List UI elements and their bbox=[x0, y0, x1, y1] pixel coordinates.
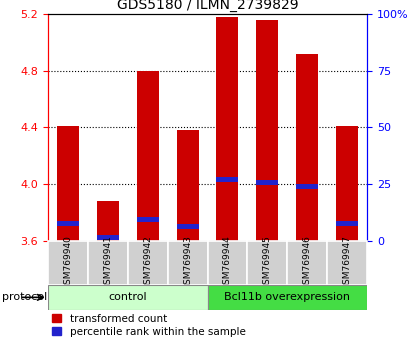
Bar bbox=[217, 177, 239, 182]
Text: GSM769947: GSM769947 bbox=[343, 235, 352, 290]
Bar bbox=[137, 217, 159, 222]
Bar bbox=[97, 201, 119, 241]
Bar bbox=[48, 241, 88, 285]
Text: GSM769945: GSM769945 bbox=[263, 235, 272, 290]
Legend: transformed count, percentile rank within the sample: transformed count, percentile rank withi… bbox=[48, 310, 250, 341]
Bar bbox=[176, 224, 198, 229]
Bar bbox=[57, 126, 79, 241]
Text: GSM769942: GSM769942 bbox=[143, 235, 152, 290]
Text: GSM769943: GSM769943 bbox=[183, 235, 192, 290]
Bar bbox=[128, 241, 168, 285]
Bar bbox=[97, 235, 119, 240]
Bar bbox=[256, 180, 278, 185]
Bar bbox=[336, 126, 358, 241]
Bar bbox=[208, 241, 247, 285]
Bar bbox=[336, 221, 358, 226]
Text: GSM769944: GSM769944 bbox=[223, 235, 232, 290]
Title: GDS5180 / ILMN_2739829: GDS5180 / ILMN_2739829 bbox=[117, 0, 298, 12]
Text: Bcl11b overexpression: Bcl11b overexpression bbox=[225, 292, 350, 302]
Bar bbox=[176, 130, 198, 241]
Bar bbox=[168, 241, 208, 285]
Bar bbox=[217, 17, 239, 241]
Bar bbox=[48, 285, 208, 310]
Text: control: control bbox=[108, 292, 147, 302]
Bar bbox=[57, 221, 79, 226]
Bar bbox=[208, 285, 367, 310]
Bar bbox=[287, 241, 327, 285]
Bar bbox=[327, 241, 367, 285]
Text: protocol: protocol bbox=[2, 292, 47, 302]
Bar bbox=[296, 54, 318, 241]
Bar bbox=[296, 184, 318, 189]
Text: GSM769940: GSM769940 bbox=[63, 235, 72, 290]
Bar bbox=[247, 241, 287, 285]
Bar bbox=[88, 241, 128, 285]
Text: GSM769946: GSM769946 bbox=[303, 235, 312, 290]
Bar bbox=[256, 20, 278, 241]
Text: GSM769941: GSM769941 bbox=[103, 235, 112, 290]
Bar bbox=[137, 71, 159, 241]
